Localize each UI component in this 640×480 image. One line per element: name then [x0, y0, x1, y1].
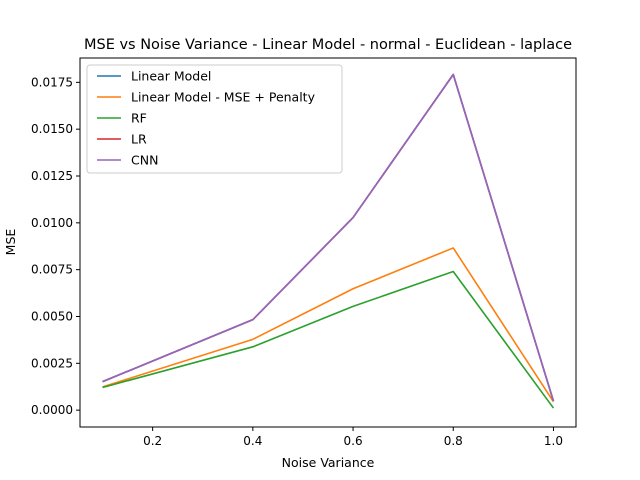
y-axis-label: MSE	[3, 229, 18, 256]
x-tick-label: 1.0	[544, 434, 563, 448]
legend-label: LR	[131, 132, 147, 147]
x-axis: 0.2 0.4 0.6 0.8 1.0	[143, 427, 563, 448]
series-lines	[102, 73, 555, 409]
y-tick-label: 0.0075	[31, 263, 73, 277]
x-tick-label: 0.2	[143, 434, 162, 448]
x-tick-label: 0.6	[344, 434, 363, 448]
y-tick-label: 0.0000	[31, 403, 73, 417]
legend-label: RF	[131, 111, 147, 126]
chart-title: MSE vs Noise Variance - Linear Model - n…	[84, 37, 572, 53]
y-tick-label: 0.0175	[31, 75, 73, 89]
y-tick-label: 0.0100	[31, 216, 73, 230]
legend-label: CNN	[131, 153, 158, 168]
y-tick-label: 0.0125	[31, 169, 73, 183]
x-tick-label: 0.8	[444, 434, 463, 448]
x-axis-label: Noise Variance	[282, 455, 375, 470]
series-line-linear-model-mse-penalty	[102, 247, 555, 403]
series-line-cnn	[102, 73, 555, 402]
legend-label: Linear Model - MSE + Penalty	[131, 90, 316, 105]
legend-box	[86, 64, 343, 174]
y-tick-label: 0.0150	[31, 122, 73, 136]
x-tick-label: 0.4	[243, 434, 262, 448]
legend-label: Linear Model	[131, 69, 211, 84]
y-axis: 0.0000 0.0025 0.0050 0.0075 0.0100 0.0125 0.01…	[31, 75, 80, 417]
plot-area	[79, 57, 577, 428]
y-tick-label: 0.0050	[31, 309, 73, 323]
y-tick-label: 0.0025	[31, 356, 73, 370]
legend: Linear Model Linear Model - MSE + Penalty…	[86, 64, 343, 174]
series-line-rf	[102, 270, 555, 409]
plot-frame	[79, 57, 577, 428]
